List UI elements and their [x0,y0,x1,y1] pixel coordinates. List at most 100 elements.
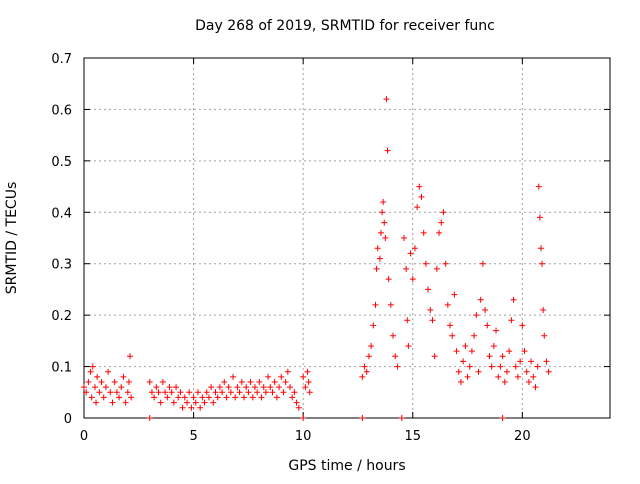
data-point [519,322,526,329]
data-point [168,389,175,396]
data-point [451,291,458,298]
data-point [512,363,519,370]
data-point [377,229,384,236]
data-point [493,327,500,334]
data-point [477,296,484,303]
data-point [427,307,434,313]
data-point [256,379,263,385]
data-point [411,245,418,252]
data-point [379,209,386,216]
data-point [300,415,307,421]
data-point [265,373,272,380]
data-point [499,415,506,421]
data-point [230,373,237,380]
data-point [394,363,401,370]
data-point [464,373,471,380]
data-point [460,358,467,365]
data-point [91,384,98,391]
data-point [404,317,411,324]
data-point [510,296,517,303]
data-point [223,394,230,401]
data-point [471,332,478,339]
data-point [293,399,300,406]
data-point [523,368,530,375]
data-point [453,348,460,355]
data-point [482,307,489,313]
data-point [287,384,294,391]
data-point [373,265,380,272]
data-point [157,399,164,406]
data-point [503,368,510,375]
data-point [179,404,186,411]
data-point [484,322,491,329]
data-point [93,399,100,406]
y-tick-label: 0.6 [51,103,72,118]
data-point [370,322,377,329]
data-point [170,399,177,406]
data-point [499,353,506,360]
data-point [225,384,232,391]
data-point [284,368,291,375]
data-point [506,348,513,355]
data-point [151,394,158,401]
data-point [444,301,451,308]
data-point [203,389,210,396]
data-point [186,389,193,396]
data-point [260,384,267,391]
data-point [113,389,120,396]
data-point [267,384,274,391]
data-point [433,265,440,272]
data-point [420,229,427,236]
data-point [199,394,206,401]
data-point [83,389,90,396]
y-tick-label: 0.4 [51,206,72,221]
data-point [236,389,243,396]
data-point [535,183,542,190]
y-axis-label: SRMTID / TECUs [4,181,20,295]
data-point [449,332,456,339]
data-point [148,389,155,396]
data-point [166,384,173,391]
data-point [278,373,285,380]
data-point [181,394,188,401]
data-point [146,415,153,421]
data-point [468,348,475,355]
data-point [234,384,241,391]
data-point [254,389,261,396]
y-tick-label: 0 [64,412,72,427]
data-point [384,147,391,154]
x-tick-label: 15 [404,429,421,444]
data-point [462,343,469,349]
data-point [479,260,486,267]
data-point [525,379,532,385]
data-point [159,379,166,385]
data-point [111,379,118,385]
x-tick-label: 20 [514,429,531,444]
data-point [501,379,508,385]
data-point [436,229,443,236]
data-point [197,404,204,411]
data-point [390,332,397,339]
data-point [368,343,375,349]
data-point [232,394,239,401]
data-point [98,379,105,385]
data-point [532,384,539,391]
data-point [291,389,298,396]
data-point [407,250,414,257]
data-point [359,373,366,380]
data-point [514,373,521,380]
y-tick-label: 0.5 [51,155,72,170]
data-point [486,353,493,360]
data-point [536,214,543,221]
data-point [269,389,276,396]
data-point [282,379,289,385]
data-point [380,199,387,205]
data-point [212,389,219,396]
data-point [208,384,215,391]
y-tick-label: 0.3 [51,258,72,273]
y-tick-label: 0.7 [51,52,72,67]
data-point [205,394,212,401]
data-point [190,394,197,401]
data-point [273,394,280,401]
data-point [409,276,416,283]
